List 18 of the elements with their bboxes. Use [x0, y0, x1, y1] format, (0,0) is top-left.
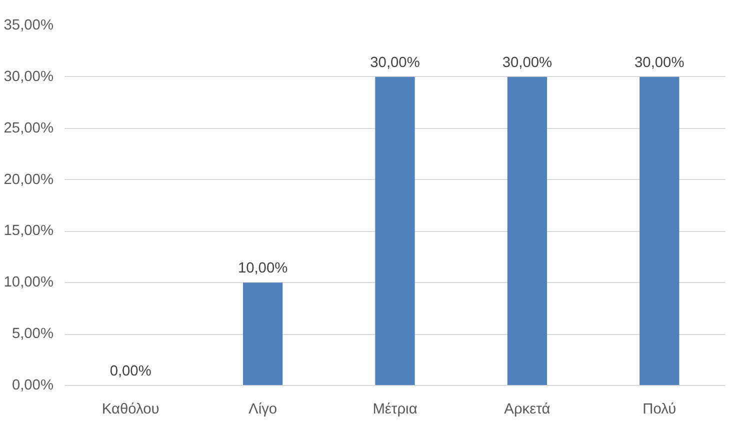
data-label: 30,00%	[502, 54, 552, 71]
data-label: 30,00%	[370, 54, 420, 71]
y-tick-label: 20,00%	[4, 172, 54, 188]
y-tick-label: 25,00%	[4, 120, 54, 136]
data-label: 30,00%	[634, 54, 684, 71]
y-tick-label: 0,00%	[12, 378, 54, 394]
y-tick-label: 10,00%	[4, 274, 54, 291]
y-tick-label: 5,00%	[12, 326, 54, 342]
x-tick-label: Καθόλου	[102, 402, 160, 418]
x-tick-label: Αρκετά	[504, 402, 551, 418]
data-label: 0,00%	[110, 364, 152, 380]
y-tick-label: 30,00%	[4, 68, 54, 85]
y-tick-label: 35,00%	[4, 18, 54, 34]
y-tick-label: 15,00%	[4, 223, 54, 240]
x-tick-label: Λίγο	[248, 402, 278, 418]
data-label: 10,00%	[238, 260, 288, 277]
x-tick-label: Πολύ	[642, 402, 676, 418]
x-tick-label: Μέτρια	[372, 402, 418, 418]
